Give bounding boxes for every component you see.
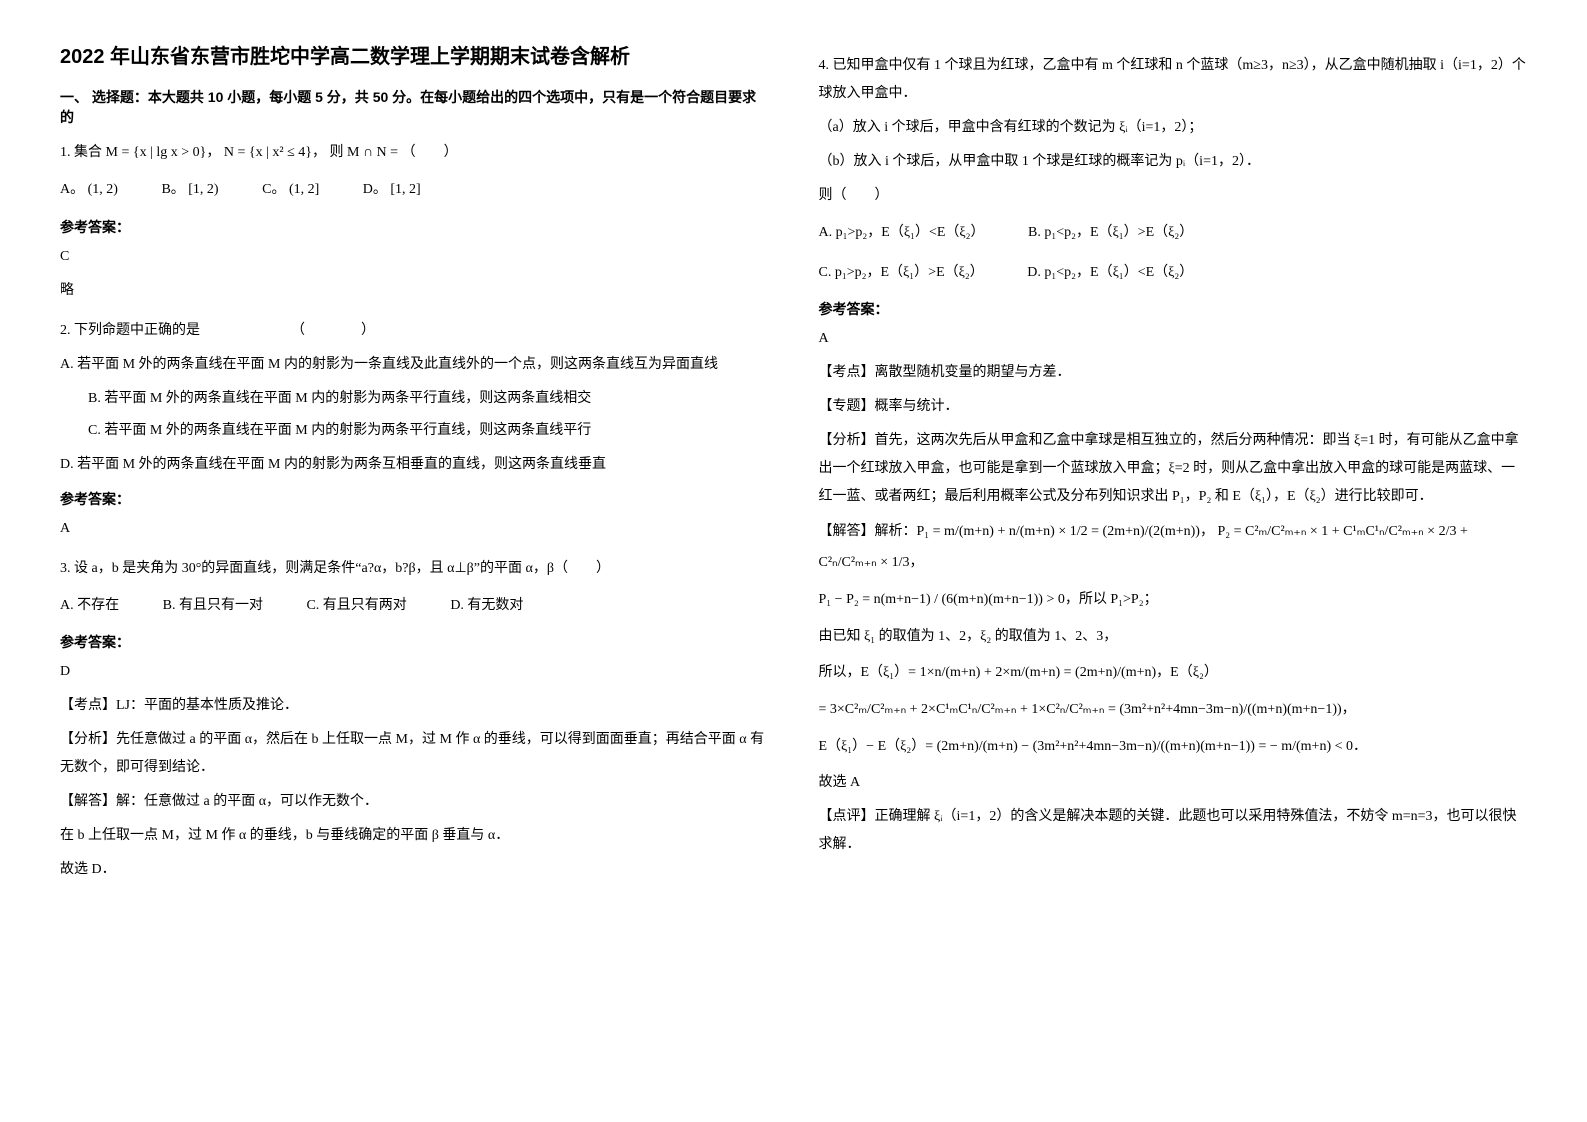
q4-formula-4: 所以，E（ξ₁）= 1×n/(m+n) + 2×m/(m+n) = (2m+n)… bbox=[819, 658, 1528, 689]
question-1: 1. 集合 M = {x | lg x > 0}， N = {x | x² ≤ … bbox=[60, 139, 769, 167]
answer-label: 参考答案： bbox=[60, 489, 769, 509]
q3-tag-1: 【考点】LJ：平面的基本性质及推论． bbox=[60, 692, 769, 720]
q4-formula-7: 故选 A bbox=[819, 769, 1528, 797]
q3-choices: A. 不存在 B. 有且只有一对 C. 有且只有两对 D. 有无数对 bbox=[60, 589, 769, 623]
q1-choice-a: A。 (1, 2) bbox=[60, 182, 118, 197]
q3-choice-b: B. 有且只有一对 bbox=[163, 598, 263, 613]
q4-choices-row2: C. p₁>p₂，E（ξ₁）>E（ξ₂） D. p₁<p₂，E（ξ₁）<E（ξ₂… bbox=[819, 256, 1528, 290]
q4-cond-a: （a）放入 i 个球后，甲盒中含有红球的个数记为 ξᵢ（i=1，2）； bbox=[819, 114, 1528, 142]
q4-formula-5: = 3×C²ₘ/C²ₘ₊ₙ + 2×C¹ₘC¹ₙ/C²ₘ₊ₙ + 1×C²ₙ/C… bbox=[819, 695, 1528, 726]
answer-label: 参考答案： bbox=[60, 217, 769, 237]
q4-tag-1: 【考点】离散型随机变量的期望与方差． bbox=[819, 359, 1528, 387]
q2-b: B. 若平面 M 外的两条直线在平面 M 内的射影为两条平行直线，则这两条直线相… bbox=[60, 385, 769, 413]
q2-a: A. 若平面 M 外的两条直线在平面 M 内的射影为一条直线及此直线外的一个点，… bbox=[60, 351, 769, 379]
answer-label: 参考答案： bbox=[819, 299, 1528, 319]
q4-then: 则（ ） bbox=[819, 182, 1528, 210]
q1-choice-d: D。 [1, 2] bbox=[363, 182, 421, 197]
q3-choice-a: A. 不存在 bbox=[60, 598, 119, 613]
q3-choice-c: C. 有且只有两对 bbox=[306, 598, 406, 613]
q4-choice-b: B. p₁<p₂，E（ξ₁）>E（ξ₂） bbox=[1028, 225, 1193, 240]
q4-formula-1: 【解答】解析：P₁ = m/(m+n) + n/(m+n) × 1/2 = (2… bbox=[819, 517, 1528, 579]
q1-note: 略 bbox=[60, 277, 769, 305]
q2-answer: A bbox=[60, 515, 769, 543]
q4-cond-b: （b）放入 i 个球后，从甲盒中取 1 个球是红球的概率记为 pᵢ（i=1，2）… bbox=[819, 148, 1528, 176]
q4-choice-d: D. p₁<p₂，E（ξ₁）<E（ξ₂） bbox=[1027, 265, 1193, 280]
question-3: 3. 设 a，b 是夹角为 30°的异面直线，则满足条件“a?α，b?β，且 α… bbox=[60, 555, 769, 583]
right-column: 4. 已知甲盒中仅有 1 个球且为红球，乙盒中有 m 个红球和 n 个蓝球（m≥… bbox=[819, 40, 1528, 1082]
q3-tag-2: 【分析】先任意做过 a 的平面 α，然后在 b 上任取一点 M，过 M 作 α … bbox=[60, 726, 769, 782]
question-2: 2. 下列命题中正确的是 （ ） bbox=[60, 317, 769, 345]
doc-title: 2022 年山东省东营市胜坨中学高二数学理上学期期末试卷含解析 bbox=[60, 40, 769, 69]
q3-tag-3: 【解答】解：任意做过 a 的平面 α，可以作无数个． bbox=[60, 788, 769, 816]
q1-choice-b: B。 [1, 2) bbox=[161, 182, 218, 197]
q1-answer: C bbox=[60, 243, 769, 271]
q3-choice-d: D. 有无数对 bbox=[450, 598, 523, 613]
q4-comment: 【点评】正确理解 ξᵢ（i=1，2）的含义是解决本题的关键．此题也可以采用特殊值… bbox=[819, 803, 1528, 859]
answer-label: 参考答案： bbox=[60, 632, 769, 652]
section-1-header: 一、 选择题：本大题共 10 小题，每小题 5 分，共 50 分。在每小题给出的… bbox=[60, 87, 769, 127]
q3-tag-5: 故选 D． bbox=[60, 856, 769, 884]
q3-answer: D bbox=[60, 658, 769, 686]
q4-formula-2: P₁ − P₂ = n(m+n−1) / (6(m+n)(m+n−1)) > 0… bbox=[819, 585, 1528, 616]
question-4: 4. 已知甲盒中仅有 1 个球且为红球，乙盒中有 m 个红球和 n 个蓝球（m≥… bbox=[819, 52, 1528, 108]
q4-choice-a: A. p₁>p₂，E（ξ₁）<E（ξ₂） bbox=[819, 225, 985, 240]
q4-tag-2: 【专题】概率与统计． bbox=[819, 393, 1528, 421]
q2-c: C. 若平面 M 外的两条直线在平面 M 内的射影为两条平行直线，则这两条直线平… bbox=[60, 417, 769, 445]
q4-choice-c: C. p₁>p₂，E（ξ₁）>E（ξ₂） bbox=[819, 265, 984, 280]
q4-formula-6: E（ξ₁）− E（ξ₂）= (2m+n)/(m+n) − (3m²+n²+4mn… bbox=[819, 732, 1528, 763]
q3-tag-4: 在 b 上任取一点 M，过 M 作 α 的垂线，b 与垂线确定的平面 β 垂直与… bbox=[60, 822, 769, 850]
q4-choices-row1: A. p₁>p₂，E（ξ₁）<E（ξ₂） B. p₁<p₂，E（ξ₁）>E（ξ₂… bbox=[819, 216, 1528, 250]
q4-analysis: 【分析】首先，这两次先后从甲盒和乙盒中拿球是相互独立的，然后分两种情况：即当 ξ… bbox=[819, 427, 1528, 511]
q1-choices: A。 (1, 2) B。 [1, 2) C。 (1, 2] D。 [1, 2] bbox=[60, 173, 769, 207]
q1-choice-c: C。 (1, 2] bbox=[262, 182, 319, 197]
q4-answer: A bbox=[819, 325, 1528, 353]
q4-formula-3: 由已知 ξ₁ 的取值为 1、2，ξ₂ 的取值为 1、2、3， bbox=[819, 622, 1528, 653]
q2-d: D. 若平面 M 外的两条直线在平面 M 内的射影为两条互相垂直的直线，则这两条… bbox=[60, 451, 769, 479]
left-column: 2022 年山东省东营市胜坨中学高二数学理上学期期末试卷含解析 一、 选择题：本… bbox=[60, 40, 769, 1082]
